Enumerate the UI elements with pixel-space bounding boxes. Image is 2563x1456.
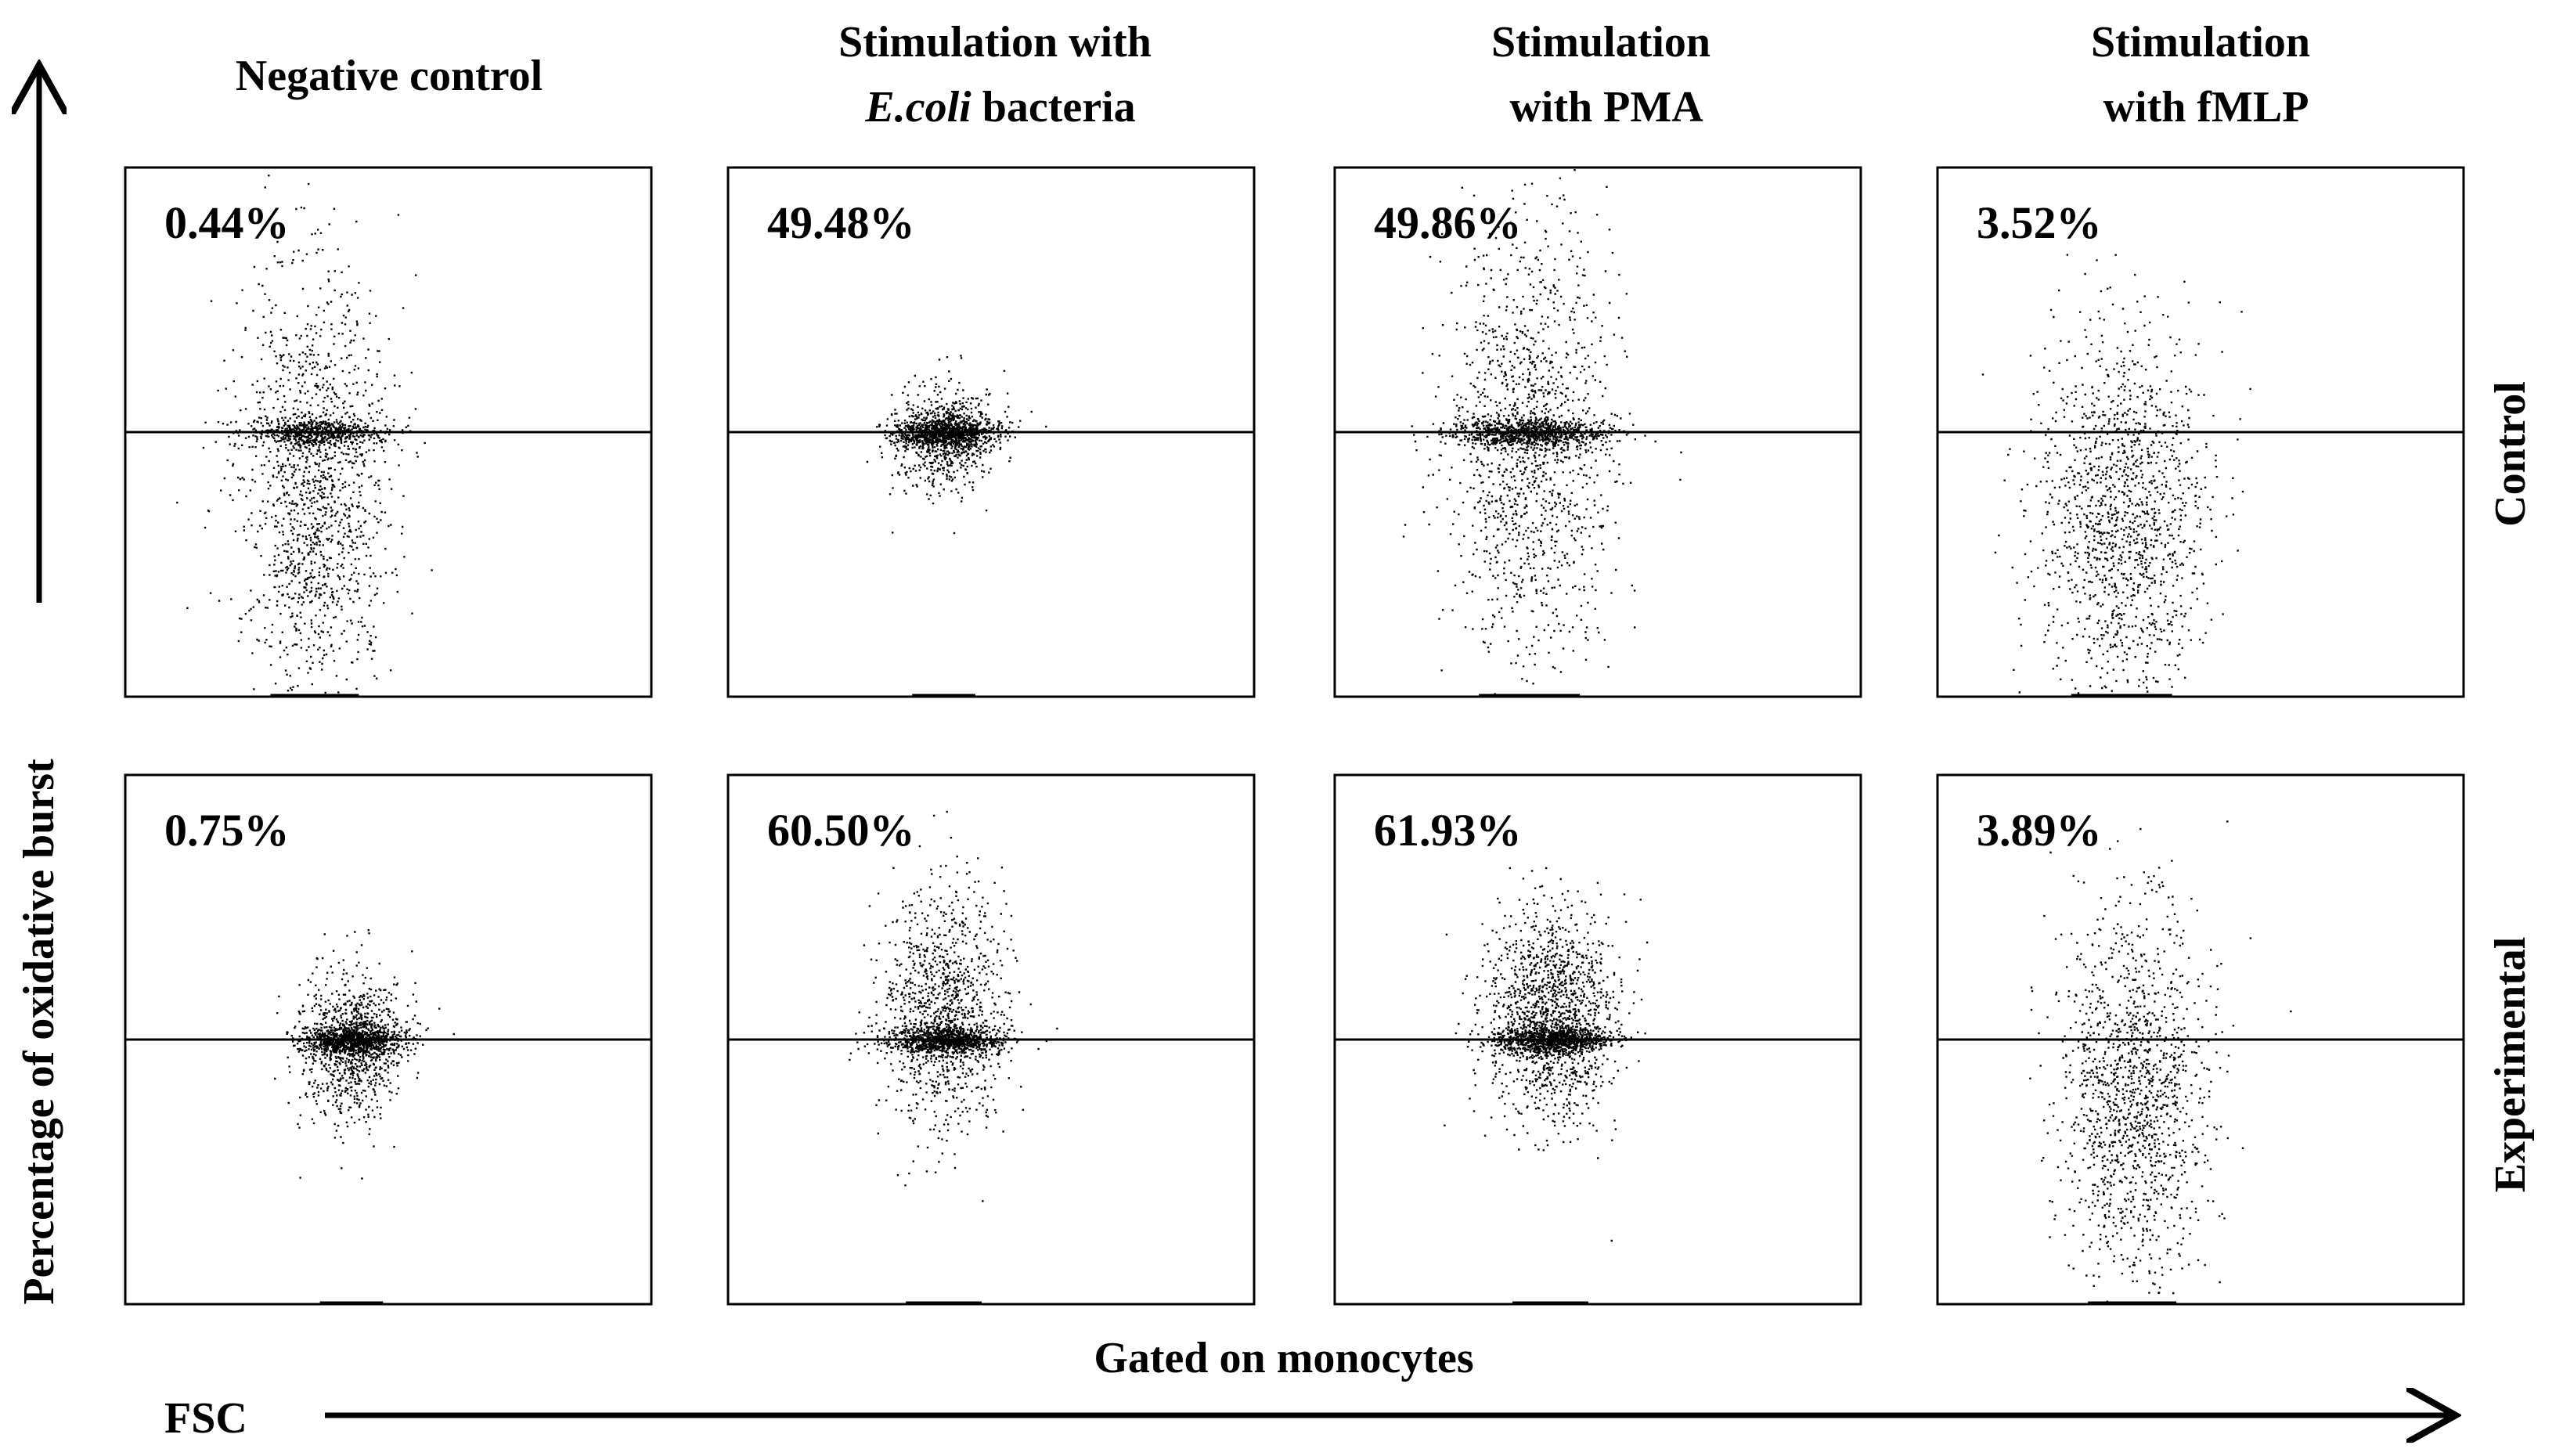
event-dots bbox=[176, 175, 433, 694]
column-title-3: Stimulation with PMA bbox=[1491, 18, 1721, 132]
panel-experimental-1: 0.75% bbox=[124, 773, 653, 1306]
gate-percentage: 0.75% bbox=[164, 805, 290, 856]
panel-control-4: 3.52% bbox=[1936, 166, 2465, 698]
column-title-2-italic: E.coli bbox=[864, 83, 971, 132]
panel-control-1: 0.44% bbox=[124, 166, 653, 698]
event-dots bbox=[1981, 254, 2251, 694]
panel-control-3: 49.86% bbox=[1333, 166, 1862, 698]
gate-percentage: 3.89% bbox=[1977, 805, 2102, 856]
column-title-2: Stimulation with E.coli bacteria bbox=[838, 18, 1163, 132]
gate-percentage: 61.93% bbox=[1374, 805, 1522, 856]
gate-percentage: 49.48% bbox=[767, 197, 915, 248]
event-dots bbox=[866, 355, 1047, 535]
event-dots bbox=[2029, 820, 2292, 1303]
x-axis-label: FSC bbox=[164, 1394, 247, 1443]
panel-control-2: 49.48% bbox=[726, 166, 1256, 698]
column-title-3-line-2: with PMA bbox=[1509, 83, 1703, 132]
panel-experimental-3: 61.93% bbox=[1333, 773, 1862, 1306]
row-label-experimental: Experimental bbox=[2486, 937, 2535, 1193]
gate-percentage: 49.86% bbox=[1374, 197, 1522, 248]
column-title-1: Negative control bbox=[236, 52, 543, 100]
column-title-2-line-1: Stimulation with bbox=[838, 18, 1152, 67]
column-title-3-line-1: Stimulation bbox=[1491, 18, 1710, 67]
column-title-4-line-1: Stimulation bbox=[2091, 18, 2310, 67]
panel-experimental-4: 3.89% bbox=[1936, 773, 2465, 1306]
column-title-2-rest: bacteria bbox=[971, 83, 1136, 132]
column-title-1-line-1: Negative control bbox=[236, 52, 543, 100]
gate-percentage: 60.50% bbox=[767, 805, 915, 856]
event-dots bbox=[274, 929, 455, 1180]
row-label-control: Control bbox=[2486, 381, 2535, 527]
event-dots bbox=[1444, 867, 1649, 1242]
gate-percentage: 3.52% bbox=[1977, 197, 2102, 248]
event-dots bbox=[849, 810, 1058, 1202]
panel-grid: 0.44% 49.48% 49.86% 3.52% 0.75% 60.50% 61.93% 3… bbox=[124, 166, 2465, 1306]
column-title-4: Stimulation with fMLP bbox=[2091, 18, 2321, 132]
column-title-4-line-2: with fMLP bbox=[2103, 83, 2309, 132]
gate-percentage: 0.44% bbox=[164, 197, 290, 248]
y-axis-label: Percentage of oxidative burst bbox=[15, 759, 63, 1305]
panel-experimental-2: 60.50% bbox=[726, 773, 1256, 1306]
gate-label: Gated on monocytes bbox=[1094, 1334, 1473, 1382]
